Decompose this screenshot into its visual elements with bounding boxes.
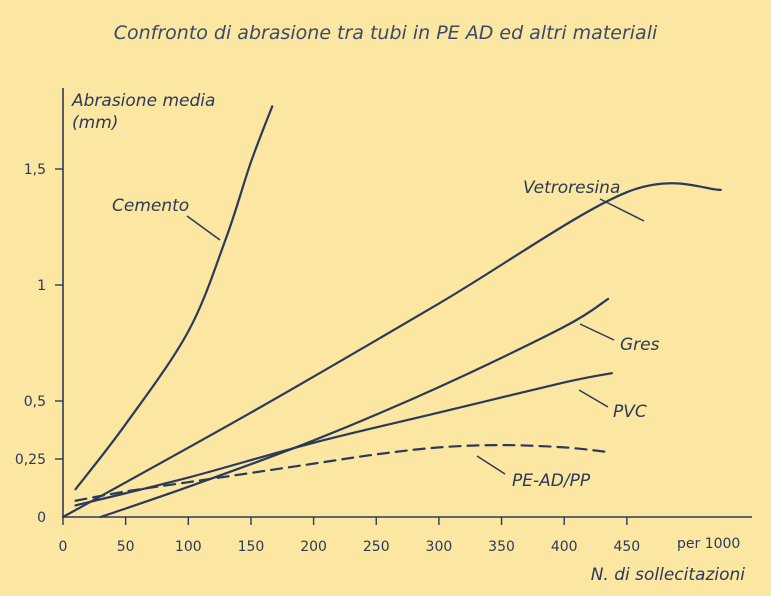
series-line-vetroresina <box>61 182 722 519</box>
x-tick-label: 450 <box>613 539 640 555</box>
series-line-pe-ad-pp <box>74 443 610 502</box>
x-tick-label: 200 <box>300 539 327 555</box>
y-axis-label: Abrasione media (mm) <box>72 90 215 134</box>
x-tick-label: 0 <box>59 539 68 555</box>
ticks: 0 50 100 150 200 250 300 350 400 450 0 0,25 0,5 1 1,5 <box>15 162 640 555</box>
y-tick-label: 0,25 <box>15 452 46 468</box>
y-tick-label: 0 <box>37 510 46 526</box>
x-tick-label: 250 <box>363 539 390 555</box>
x-tick-label: 350 <box>488 539 515 555</box>
series-label-vetroresina: Vetroresina <box>523 178 620 198</box>
x-tick-label: 150 <box>238 539 265 555</box>
chart-title: Confronto di abrasione tra tubi in PE AD… <box>113 22 658 44</box>
x-axis-unit-label: per 1000 <box>677 536 741 552</box>
y-axis-label-line2: (mm) <box>72 113 119 133</box>
y-tick-label: 1 <box>37 278 46 294</box>
leader-line-pe-ad-pp <box>476 455 506 475</box>
x-axis-label: N. di sollecitazioni <box>590 565 745 585</box>
leader-line-gres <box>579 323 615 341</box>
series-line-cemento <box>74 105 274 491</box>
leader-line-pvc <box>578 389 609 408</box>
series-label-cemento: Cemento <box>112 196 189 216</box>
leader-line-cemento <box>186 215 221 241</box>
series-label-gres: Gres <box>620 335 660 355</box>
y-tick-label: 1,5 <box>24 162 46 178</box>
x-tick-label: 100 <box>175 539 202 555</box>
annotations: Cemento Vetroresina Gres PVC PE-AD/PP <box>112 178 660 491</box>
x-tick-label: 300 <box>426 539 453 555</box>
y-tick-label: 0,5 <box>24 394 46 410</box>
x-tick-label: 50 <box>117 539 135 555</box>
series-line-pvc <box>74 372 613 507</box>
x-tick-label: 400 <box>551 539 578 555</box>
leader-line-vetroresina <box>599 198 645 222</box>
series-label-pe-ad-pp: PE-AD/PP <box>512 471 591 491</box>
series-lines <box>61 105 722 519</box>
series-label-pvc: PVC <box>613 402 647 422</box>
series-line-gres <box>99 297 610 519</box>
axes <box>62 88 752 518</box>
y-axis-label-line1: Abrasione media <box>72 91 216 111</box>
